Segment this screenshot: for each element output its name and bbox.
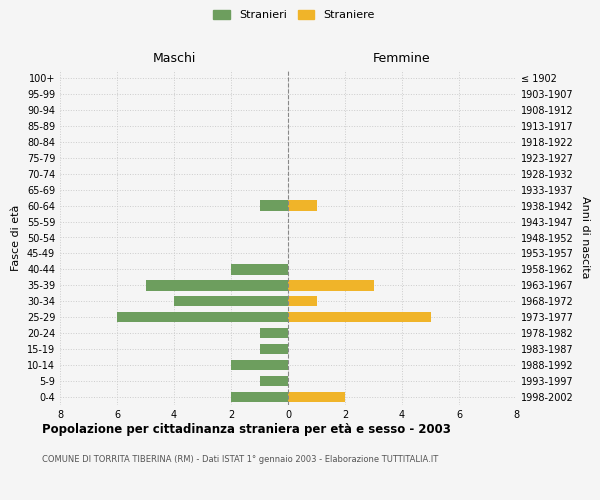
Bar	[288, 200, 317, 211]
Legend: Stranieri, Straniere: Stranieri, Straniere	[209, 6, 379, 25]
Text: Maschi: Maschi	[152, 52, 196, 65]
Bar	[231, 360, 288, 370]
Text: COMUNE DI TORRITA TIBERINA (RM) - Dati ISTAT 1° gennaio 2003 - Elaborazione TUTT: COMUNE DI TORRITA TIBERINA (RM) - Dati I…	[42, 455, 438, 464]
Bar	[260, 344, 288, 354]
Bar	[146, 280, 288, 290]
Bar	[288, 312, 431, 322]
Bar	[231, 392, 288, 402]
Bar	[288, 296, 317, 306]
Bar	[288, 392, 345, 402]
Text: Popolazione per cittadinanza straniera per età e sesso - 2003: Popolazione per cittadinanza straniera p…	[42, 422, 451, 436]
Y-axis label: Fasce di età: Fasce di età	[11, 204, 21, 270]
Bar	[260, 200, 288, 211]
Bar	[117, 312, 288, 322]
Bar	[260, 376, 288, 386]
Text: Femmine: Femmine	[373, 52, 431, 65]
Bar	[231, 264, 288, 274]
Bar	[174, 296, 288, 306]
Y-axis label: Anni di nascita: Anni di nascita	[580, 196, 590, 279]
Bar	[288, 280, 373, 290]
Bar	[260, 328, 288, 338]
